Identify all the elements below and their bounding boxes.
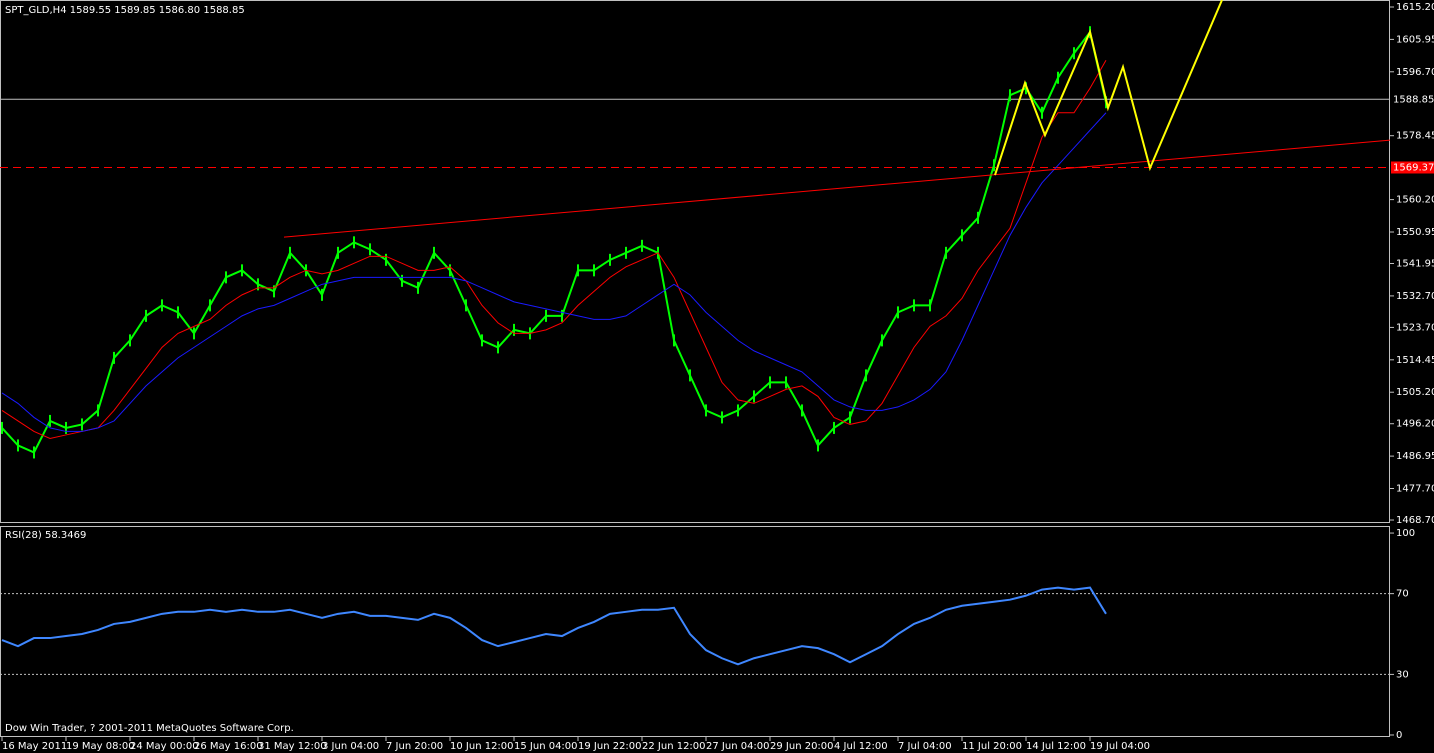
price-line-tag (1391, 93, 1434, 106)
y-tick-label: 1605.95 (1396, 34, 1434, 45)
x-tick-label: 16 May 2011 (2, 741, 67, 752)
x-tick-label: 4 Jul 12:00 (834, 741, 888, 752)
y-tick-label: 1514.45 (1396, 355, 1434, 366)
x-tick-label: 31 May 12:00 (258, 741, 327, 752)
chart-title: SPT_GLD,H4 1589.55 1589.85 1586.80 1588.… (5, 5, 245, 16)
series-line (1, 29, 1107, 454)
y-tick-label: 1486.95 (1396, 451, 1434, 462)
x-tick-label: 10 Jun 12:00 (450, 741, 514, 752)
y-tick-label: 1550.95 (1396, 227, 1434, 238)
y-tick-label: 1560.20 (1396, 195, 1434, 206)
x-tick-label: 19 May 08:00 (66, 741, 135, 752)
series-line (1, 59, 1107, 439)
x-tick-label: 3 Jun 04:00 (322, 741, 379, 752)
x-tick-label: 14 Jul 12:00 (1026, 741, 1086, 752)
y-tick-label: 0 (1396, 730, 1402, 741)
y-tick-label: 1523.70 (1396, 322, 1434, 333)
series-line (1, 112, 1107, 432)
y-tick-label: 1496.20 (1396, 419, 1434, 430)
x-tick-label: 22 Jun 12:00 (642, 741, 706, 752)
x-tick-label: 24 May 00:00 (130, 741, 199, 752)
y-tick-label: 1477.70 (1396, 484, 1434, 495)
projection-line (994, 0, 1223, 176)
alert-line-tag (1391, 161, 1434, 174)
y-tick-label: 1532.70 (1396, 291, 1434, 302)
x-tick-label: 19 Jun 22:00 (578, 741, 642, 752)
trend-line (283, 139, 1391, 238)
y-tick-label: 1541.95 (1396, 259, 1434, 270)
y-tick-label: 1468.70 (1396, 515, 1434, 526)
y-tick-label: 30 (1396, 669, 1409, 680)
alert-line-label: 1569.37 (1393, 162, 1434, 173)
y-tick-label: 100 (1396, 528, 1415, 539)
x-tick-label: 19 Jul 04:00 (1090, 741, 1150, 752)
main-panel (0, 0, 1390, 523)
copyright: Dow Win Trader, ? 2001-2011 MetaQuotes S… (5, 723, 294, 734)
price-line-label: 1588.85 (1393, 94, 1434, 105)
y-tick-label: 1578.45 (1396, 131, 1434, 142)
y-tick-label: 1596.70 (1396, 67, 1434, 78)
x-tick-label: 7 Jul 04:00 (898, 741, 952, 752)
rsi-panel (0, 526, 1390, 737)
series-line (1, 586, 1107, 666)
y-tick-label: 1615.20 (1396, 2, 1434, 13)
y-tick-label: 70 (1396, 589, 1409, 600)
x-tick-label: 27 Jun 04:00 (706, 741, 770, 752)
x-tick-label: 26 May 16:00 (194, 741, 263, 752)
y-tick-label: 1505.20 (1396, 387, 1434, 398)
x-tick-label: 7 Jun 20:00 (386, 741, 443, 752)
x-tick-label: 15 Jun 04:00 (514, 741, 578, 752)
rsi-title: RSI(28) 58.3469 (5, 530, 86, 541)
x-tick-label: 11 Jul 20:00 (962, 741, 1022, 752)
x-tick-label: 29 Jun 20:00 (770, 741, 834, 752)
